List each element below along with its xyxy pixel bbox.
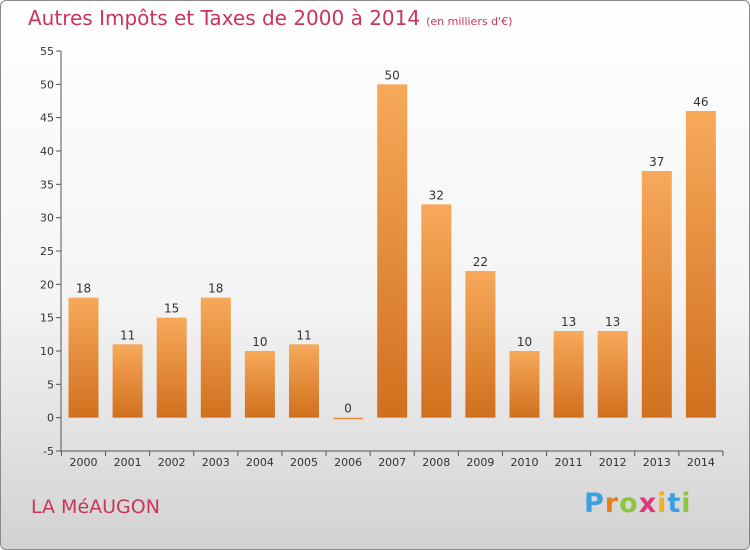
y-tick-label: 35 bbox=[40, 178, 54, 191]
bar-2007 bbox=[377, 84, 408, 418]
place-name: LA MéAUGON bbox=[31, 496, 160, 518]
axes: -5 0 5 10 15 20 25 30 35 40 45 50 55 2000 2001 2002 2003… bbox=[40, 45, 724, 469]
x-tick-label: 2001 bbox=[114, 456, 142, 469]
data-label: 10 bbox=[252, 335, 267, 349]
data-labels: 18 11 15 18 10 11 0 50 32 22 10 13 13 37 46 bbox=[76, 68, 709, 415]
data-label: 13 bbox=[605, 315, 620, 329]
x-tick-label: 2009 bbox=[466, 456, 494, 469]
data-label: 32 bbox=[429, 188, 444, 202]
y-tick-label: -5 bbox=[43, 445, 54, 458]
x-tick-label: 2003 bbox=[202, 456, 230, 469]
y-tick-label: 15 bbox=[40, 312, 54, 325]
bars bbox=[68, 84, 716, 420]
bar-2012 bbox=[597, 331, 628, 418]
data-label: 22 bbox=[473, 255, 488, 269]
x-tick-label: 2004 bbox=[246, 456, 274, 469]
data-label: 0 bbox=[344, 402, 352, 416]
bar-2000 bbox=[68, 297, 99, 418]
y-tick-label: 30 bbox=[40, 212, 54, 225]
x-tick-label: 2008 bbox=[422, 456, 450, 469]
y-tick-label: 45 bbox=[40, 112, 54, 125]
x-tick-label: 2013 bbox=[643, 456, 671, 469]
bar-2001 bbox=[112, 344, 143, 418]
bar-2010 bbox=[509, 351, 540, 418]
logo-letter: i bbox=[681, 488, 692, 519]
x-tick-label: 2012 bbox=[599, 456, 627, 469]
logo-letter: P bbox=[584, 488, 605, 519]
data-label: 15 bbox=[164, 302, 179, 316]
logo-letter: t bbox=[667, 488, 682, 519]
y-tick-label: 10 bbox=[40, 345, 54, 358]
data-label: 10 bbox=[517, 335, 532, 349]
x-tick-label: 2006 bbox=[334, 456, 362, 469]
bar-2003 bbox=[200, 297, 231, 418]
data-label: 18 bbox=[208, 282, 223, 296]
proxiti-logo: Proxiti bbox=[584, 488, 692, 519]
y-tick-label: 20 bbox=[40, 278, 54, 291]
chart-title-unit: (en milliers d'€) bbox=[426, 15, 513, 28]
x-tick-label: 2014 bbox=[687, 456, 715, 469]
y-tick-label: 5 bbox=[47, 378, 54, 391]
bar-2013 bbox=[641, 171, 672, 418]
data-label: 50 bbox=[385, 68, 400, 82]
data-label: 11 bbox=[120, 328, 135, 342]
logo-letter: o bbox=[619, 488, 639, 519]
data-label: 11 bbox=[296, 328, 311, 342]
bar-2004 bbox=[244, 351, 275, 418]
data-label: 13 bbox=[561, 315, 576, 329]
data-label: 37 bbox=[649, 155, 664, 169]
x-tick-label: 2005 bbox=[290, 456, 318, 469]
bar-2014 bbox=[685, 111, 716, 418]
y-tick-label: 25 bbox=[40, 245, 54, 258]
y-tick-label: 50 bbox=[40, 78, 54, 91]
logo-letter: x bbox=[638, 488, 658, 519]
y-tick-label: 55 bbox=[40, 45, 54, 58]
x-tick-label: 2010 bbox=[511, 456, 539, 469]
x-tick-label: 2002 bbox=[158, 456, 186, 469]
chart-title-main: Autres Impôts et Taxes de 2000 à 2014 bbox=[28, 6, 421, 30]
x-tick-label: 2011 bbox=[555, 456, 583, 469]
bar-2002 bbox=[156, 317, 187, 418]
bar-2006 bbox=[333, 417, 364, 420]
bar-2005 bbox=[289, 344, 319, 418]
data-label: 46 bbox=[693, 95, 708, 109]
data-label: 18 bbox=[76, 282, 91, 296]
logo-letter: r bbox=[604, 488, 620, 519]
x-tick-label: 2000 bbox=[70, 456, 98, 469]
logo-letter: i bbox=[657, 488, 668, 519]
bar-2011 bbox=[553, 331, 584, 418]
x-tick-label: 2007 bbox=[378, 456, 406, 469]
y-tick-label: 40 bbox=[40, 145, 54, 158]
y-tick-label: 0 bbox=[47, 412, 54, 425]
chart-title: Autres Impôts et Taxes de 2000 à 2014 (en… bbox=[28, 6, 512, 30]
bar-2008 bbox=[421, 204, 452, 418]
bar-2009 bbox=[465, 271, 496, 418]
